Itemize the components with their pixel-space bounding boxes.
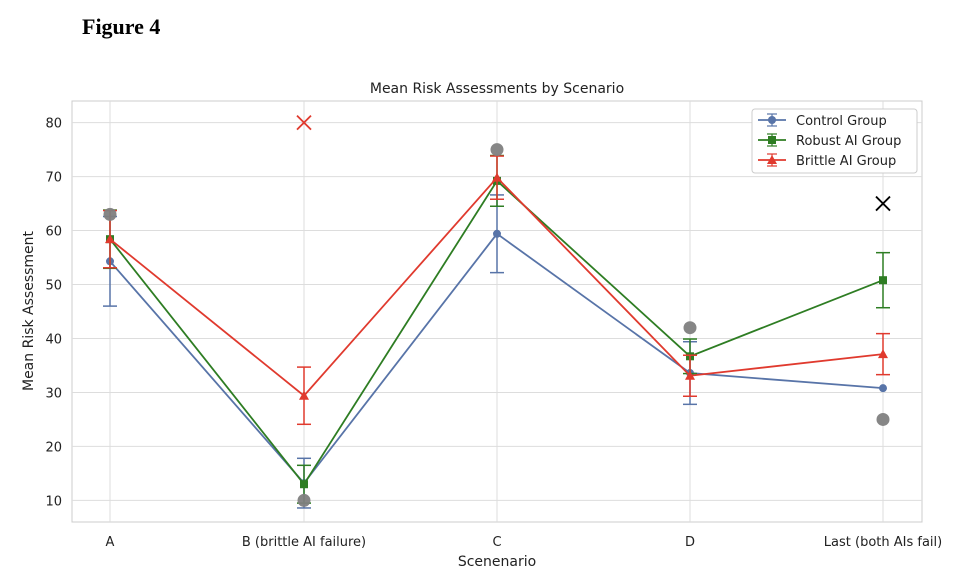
x-ticks: A B (brittle AI failure) C D Last (both AIs …	[106, 535, 943, 550]
data-point	[685, 370, 695, 380]
x-marker-stroke	[296, 114, 312, 131]
chart-title: Mean Risk Assessments by Scenario	[370, 81, 624, 97]
x-tick-label: C	[492, 535, 501, 550]
x-axis-label: Scenenario	[458, 554, 536, 570]
legend-item: Brittle AI Group	[758, 153, 896, 169]
legend-marker	[767, 155, 777, 164]
x-marker	[875, 195, 891, 212]
legend-marker	[768, 136, 776, 144]
y-ticks: 10 20 30 40 50 60 70 80	[45, 117, 62, 510]
y-tick-label: 70	[45, 171, 62, 186]
data-point	[493, 229, 501, 238]
x-tick-label: D	[685, 535, 695, 550]
x-tick-label: B (brittle AI failure)	[242, 535, 366, 550]
legend-item: Robust AI Group	[758, 133, 901, 149]
x-tick-label: Last (both AIs fail)	[824, 535, 942, 550]
legend-box	[751, 108, 918, 174]
reference-point	[683, 321, 697, 335]
series-brittle-ai-group	[103, 155, 890, 426]
y-axis-label: Mean Risk Assessment	[21, 230, 37, 391]
data-point	[879, 276, 887, 285]
reference-point	[876, 412, 890, 426]
data-point	[300, 480, 308, 489]
legend-marker	[768, 116, 776, 124]
data-point	[492, 172, 502, 182]
legend: Control Group Robust AI Group Brittle AI G…	[751, 108, 918, 174]
y-tick-label: 40	[45, 332, 62, 347]
y-tick-label: 30	[45, 386, 62, 401]
x-marker-stroke	[875, 195, 891, 212]
x-marker	[296, 114, 312, 131]
y-tick-label: 50	[45, 279, 62, 294]
legend-label: Brittle AI Group	[796, 154, 896, 169]
legend-label: Control Group	[796, 114, 887, 129]
legend-item: Control Group	[758, 113, 887, 129]
data-point	[878, 349, 888, 359]
y-tick-label: 10	[45, 494, 62, 509]
y-tick-label: 80	[45, 117, 62, 132]
reference-point	[490, 143, 504, 157]
reference-point	[297, 493, 311, 507]
data-point	[299, 390, 309, 400]
x-tick-label: A	[106, 535, 115, 550]
y-tick-label: 20	[45, 440, 62, 455]
data-point	[879, 384, 887, 393]
figure-label: Figure 4	[82, 14, 161, 39]
reference-point	[103, 207, 117, 221]
legend-label: Robust AI Group	[796, 134, 901, 149]
data-point	[105, 234, 115, 244]
reference-points	[103, 114, 891, 507]
y-tick-label: 60	[45, 225, 62, 240]
